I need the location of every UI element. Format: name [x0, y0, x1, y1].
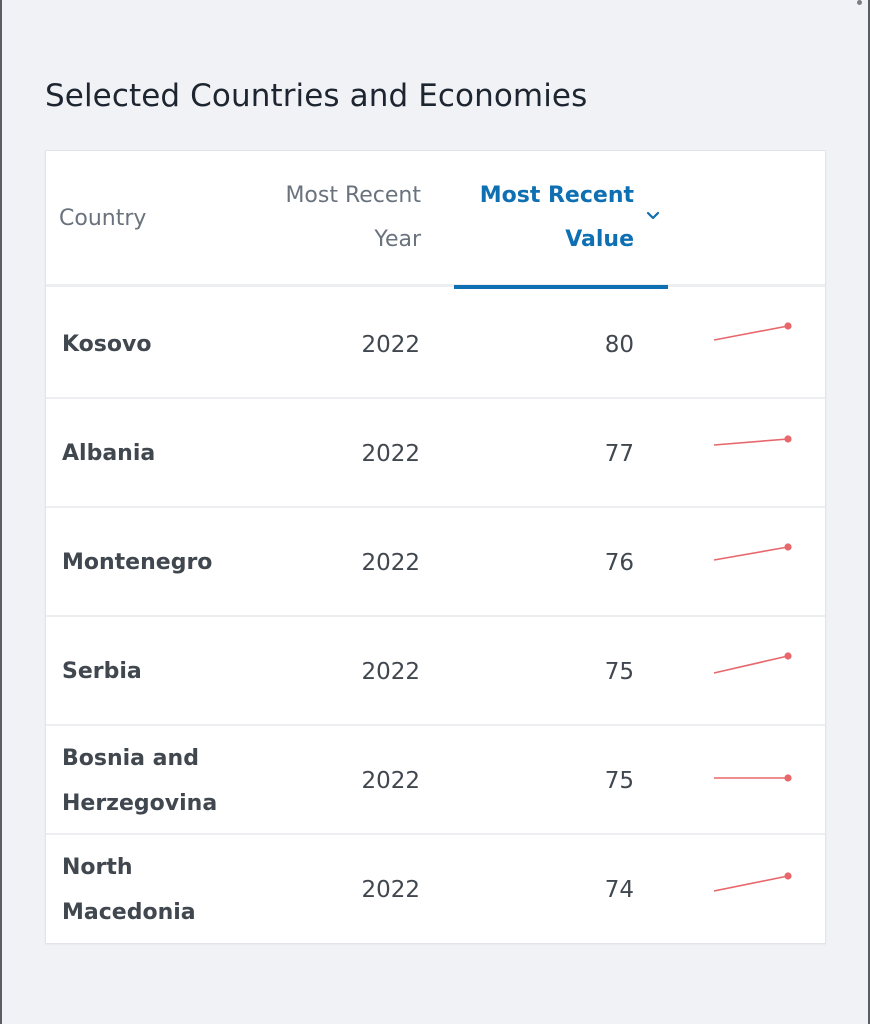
table-row[interactable]: Serbia 2022 75	[46, 617, 825, 726]
header-country[interactable]: Country	[59, 206, 147, 231]
cell-year: 2022	[361, 767, 420, 794]
cell-value: 76	[604, 549, 634, 576]
header-most-recent-value[interactable]: Most Recent Value	[454, 151, 668, 289]
table-row[interactable]: Albania 2022 77	[46, 399, 825, 508]
sparkline-icon	[713, 543, 792, 561]
cell-country: Montenegro	[62, 550, 213, 575]
cell-value: 75	[604, 767, 634, 794]
sparkline-icon	[713, 435, 792, 446]
table-row[interactable]: Montenegro 2022 76	[46, 508, 825, 617]
header-most-recent-year[interactable]: Most Recent Year	[221, 174, 421, 262]
cell-year: 2022	[361, 876, 420, 903]
page-title: Selected Countries and Economies	[45, 78, 588, 114]
header-year-line1: Most Recent	[285, 183, 421, 208]
cell-country: Bosnia and Herzegovina	[62, 745, 218, 816]
header-year-line2: Year	[374, 227, 421, 252]
cell-country: Serbia	[62, 659, 142, 684]
sparkline-icon	[713, 322, 792, 341]
table-row[interactable]: Kosovo 2022 80	[46, 290, 825, 399]
cell-year: 2022	[361, 549, 420, 576]
table-row[interactable]: North Macedonia 2022 74	[46, 835, 825, 944]
window-frame-right	[868, 0, 870, 1024]
table-header: Country Most Recent Year Most Recent Val…	[46, 151, 825, 289]
cell-year: 2022	[361, 440, 420, 467]
cell-country: Albania	[62, 441, 156, 466]
cell-value: 75	[604, 658, 634, 685]
table-row[interactable]: Bosnia and Herzegovina 2022 75	[46, 726, 825, 835]
cell-value: 80	[604, 331, 634, 358]
sparkline-icon	[714, 774, 792, 782]
cell-value: 74	[604, 876, 634, 903]
header-value-label: Most Recent Value	[434, 174, 634, 262]
cell-year: 2022	[361, 331, 420, 358]
scroll-indicator-dot	[857, 0, 862, 5]
countries-table: Country Most Recent Year Most Recent Val…	[45, 150, 826, 944]
window-frame-left	[0, 0, 2, 1024]
sparkline-icon	[713, 652, 792, 674]
sparkline-icon	[713, 872, 792, 892]
cell-year: 2022	[361, 658, 420, 685]
cell-country: North Macedonia	[62, 854, 196, 925]
cell-value: 77	[604, 440, 634, 467]
header-value-line2: Value	[565, 227, 634, 252]
chevron-down-icon[interactable]	[646, 209, 660, 223]
cell-country: Kosovo	[62, 332, 152, 357]
header-value-line1: Most Recent	[479, 183, 634, 208]
